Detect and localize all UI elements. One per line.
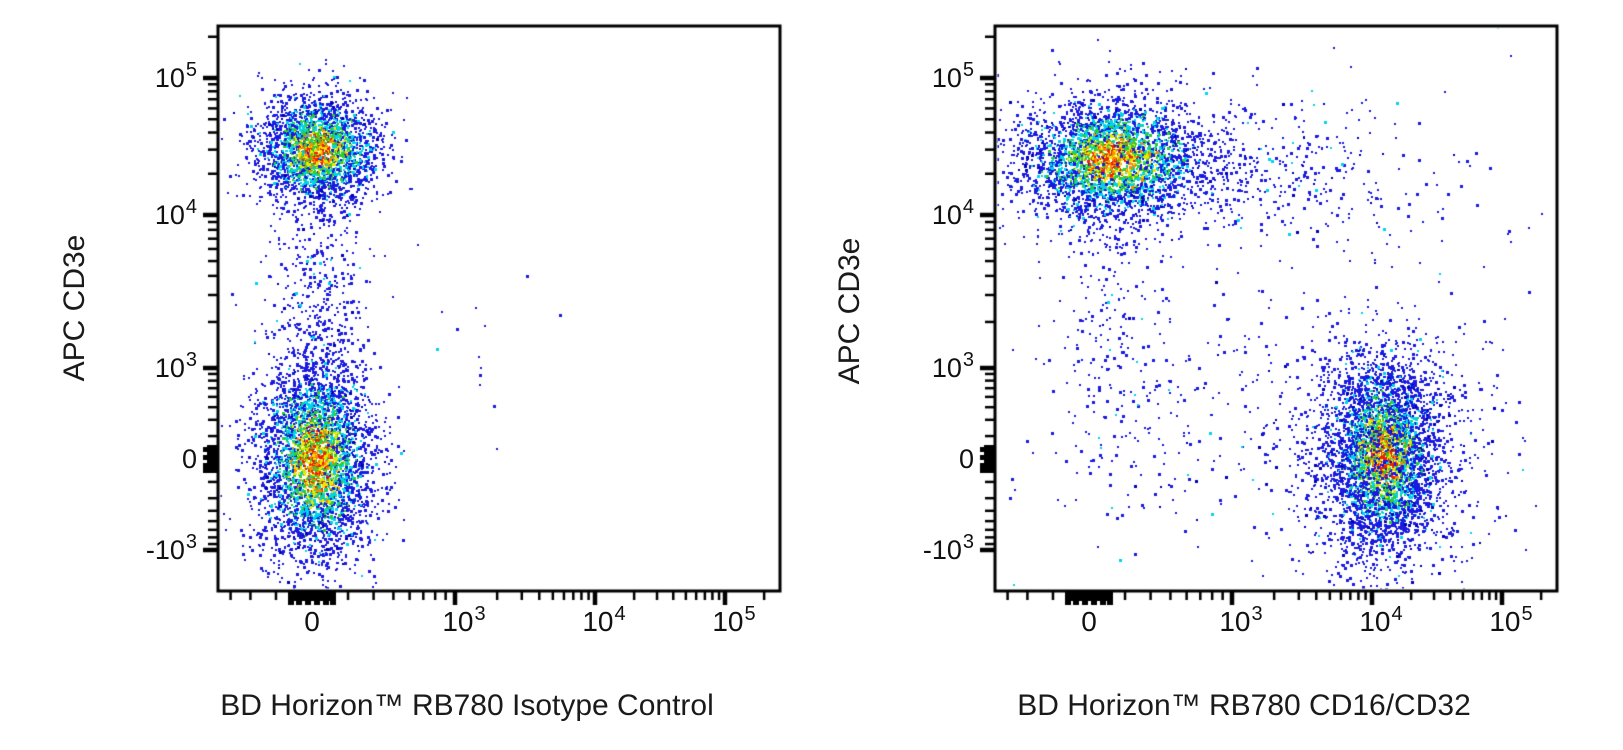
tick-label-base: 0 — [304, 606, 320, 637]
tick-label-exponent: 3 — [474, 603, 486, 625]
right-panel-x-axis-title: BD Horizon™ RB780 CD16/CD32 — [1017, 689, 1471, 722]
y-axis-tick-label: 103 — [844, 349, 974, 388]
y-axis-tick-label: 104 — [844, 196, 974, 235]
tick-label-base: 10 — [931, 200, 962, 230]
tick-label-exponent: 3 — [962, 349, 974, 371]
y-axis-tick-label: 105 — [844, 59, 974, 98]
x-axis-tick-label: 105 — [712, 603, 756, 638]
tick-label-base: -10 — [922, 535, 962, 565]
tick-label-base: 10 — [154, 63, 185, 93]
y-axis-tick-label: 104 — [67, 196, 197, 235]
tick-label-base: 10 — [1489, 606, 1521, 637]
x-axis-tick-label: 103 — [442, 603, 486, 638]
y-axis-tick-label: -103 — [844, 531, 974, 570]
y-axis-tick-label: 103 — [67, 349, 197, 388]
left-panel-x-axis-title: BD Horizon™ RB780 Isotype Control — [220, 689, 714, 722]
tick-label-exponent: 5 — [962, 59, 974, 81]
tick-label-exponent: 3 — [185, 531, 197, 553]
tick-label-base: 10 — [442, 606, 474, 637]
tick-label-base: 0 — [181, 444, 197, 474]
tick-label-exponent: 3 — [962, 531, 974, 553]
tick-label-exponent: 4 — [614, 603, 626, 625]
tick-label-base: 10 — [1219, 606, 1251, 637]
x-axis-tick-label: 0 — [304, 606, 320, 638]
tick-label-exponent: 4 — [1391, 603, 1403, 625]
y-axis-tick-label: 0 — [844, 442, 974, 476]
tick-label-base: 10 — [154, 200, 185, 230]
x-axis-tick-label: 103 — [1219, 603, 1263, 638]
x-axis-tick-label: 105 — [1489, 603, 1533, 638]
tick-label-base: 10 — [154, 353, 185, 383]
x-axis-tick-label: 104 — [1359, 603, 1403, 638]
x-axis-tick-label: 0 — [1081, 606, 1097, 638]
x-axis-tick-label: 104 — [582, 603, 626, 638]
tick-label-exponent: 5 — [744, 603, 756, 625]
y-axis-tick-label: 0 — [67, 442, 197, 476]
tick-label-base: -10 — [145, 535, 185, 565]
tick-label-exponent: 3 — [1251, 603, 1263, 625]
y-axis-tick-label: -103 — [67, 531, 197, 570]
tick-label-base: 10 — [712, 606, 744, 637]
tick-label-base: 0 — [1081, 606, 1097, 637]
tick-label-exponent: 5 — [185, 59, 197, 81]
tick-label-exponent: 5 — [1521, 603, 1533, 625]
tick-label-exponent: 4 — [962, 196, 974, 218]
tick-label-exponent: 3 — [185, 349, 197, 371]
tick-label-base: 10 — [931, 63, 962, 93]
tick-label-base: 10 — [931, 353, 962, 383]
tick-label-exponent: 4 — [185, 196, 197, 218]
y-axis-tick-label: 105 — [67, 59, 197, 98]
tick-label-base: 10 — [582, 606, 614, 637]
tick-label-base: 10 — [1359, 606, 1391, 637]
tick-label-base: 0 — [958, 444, 974, 474]
